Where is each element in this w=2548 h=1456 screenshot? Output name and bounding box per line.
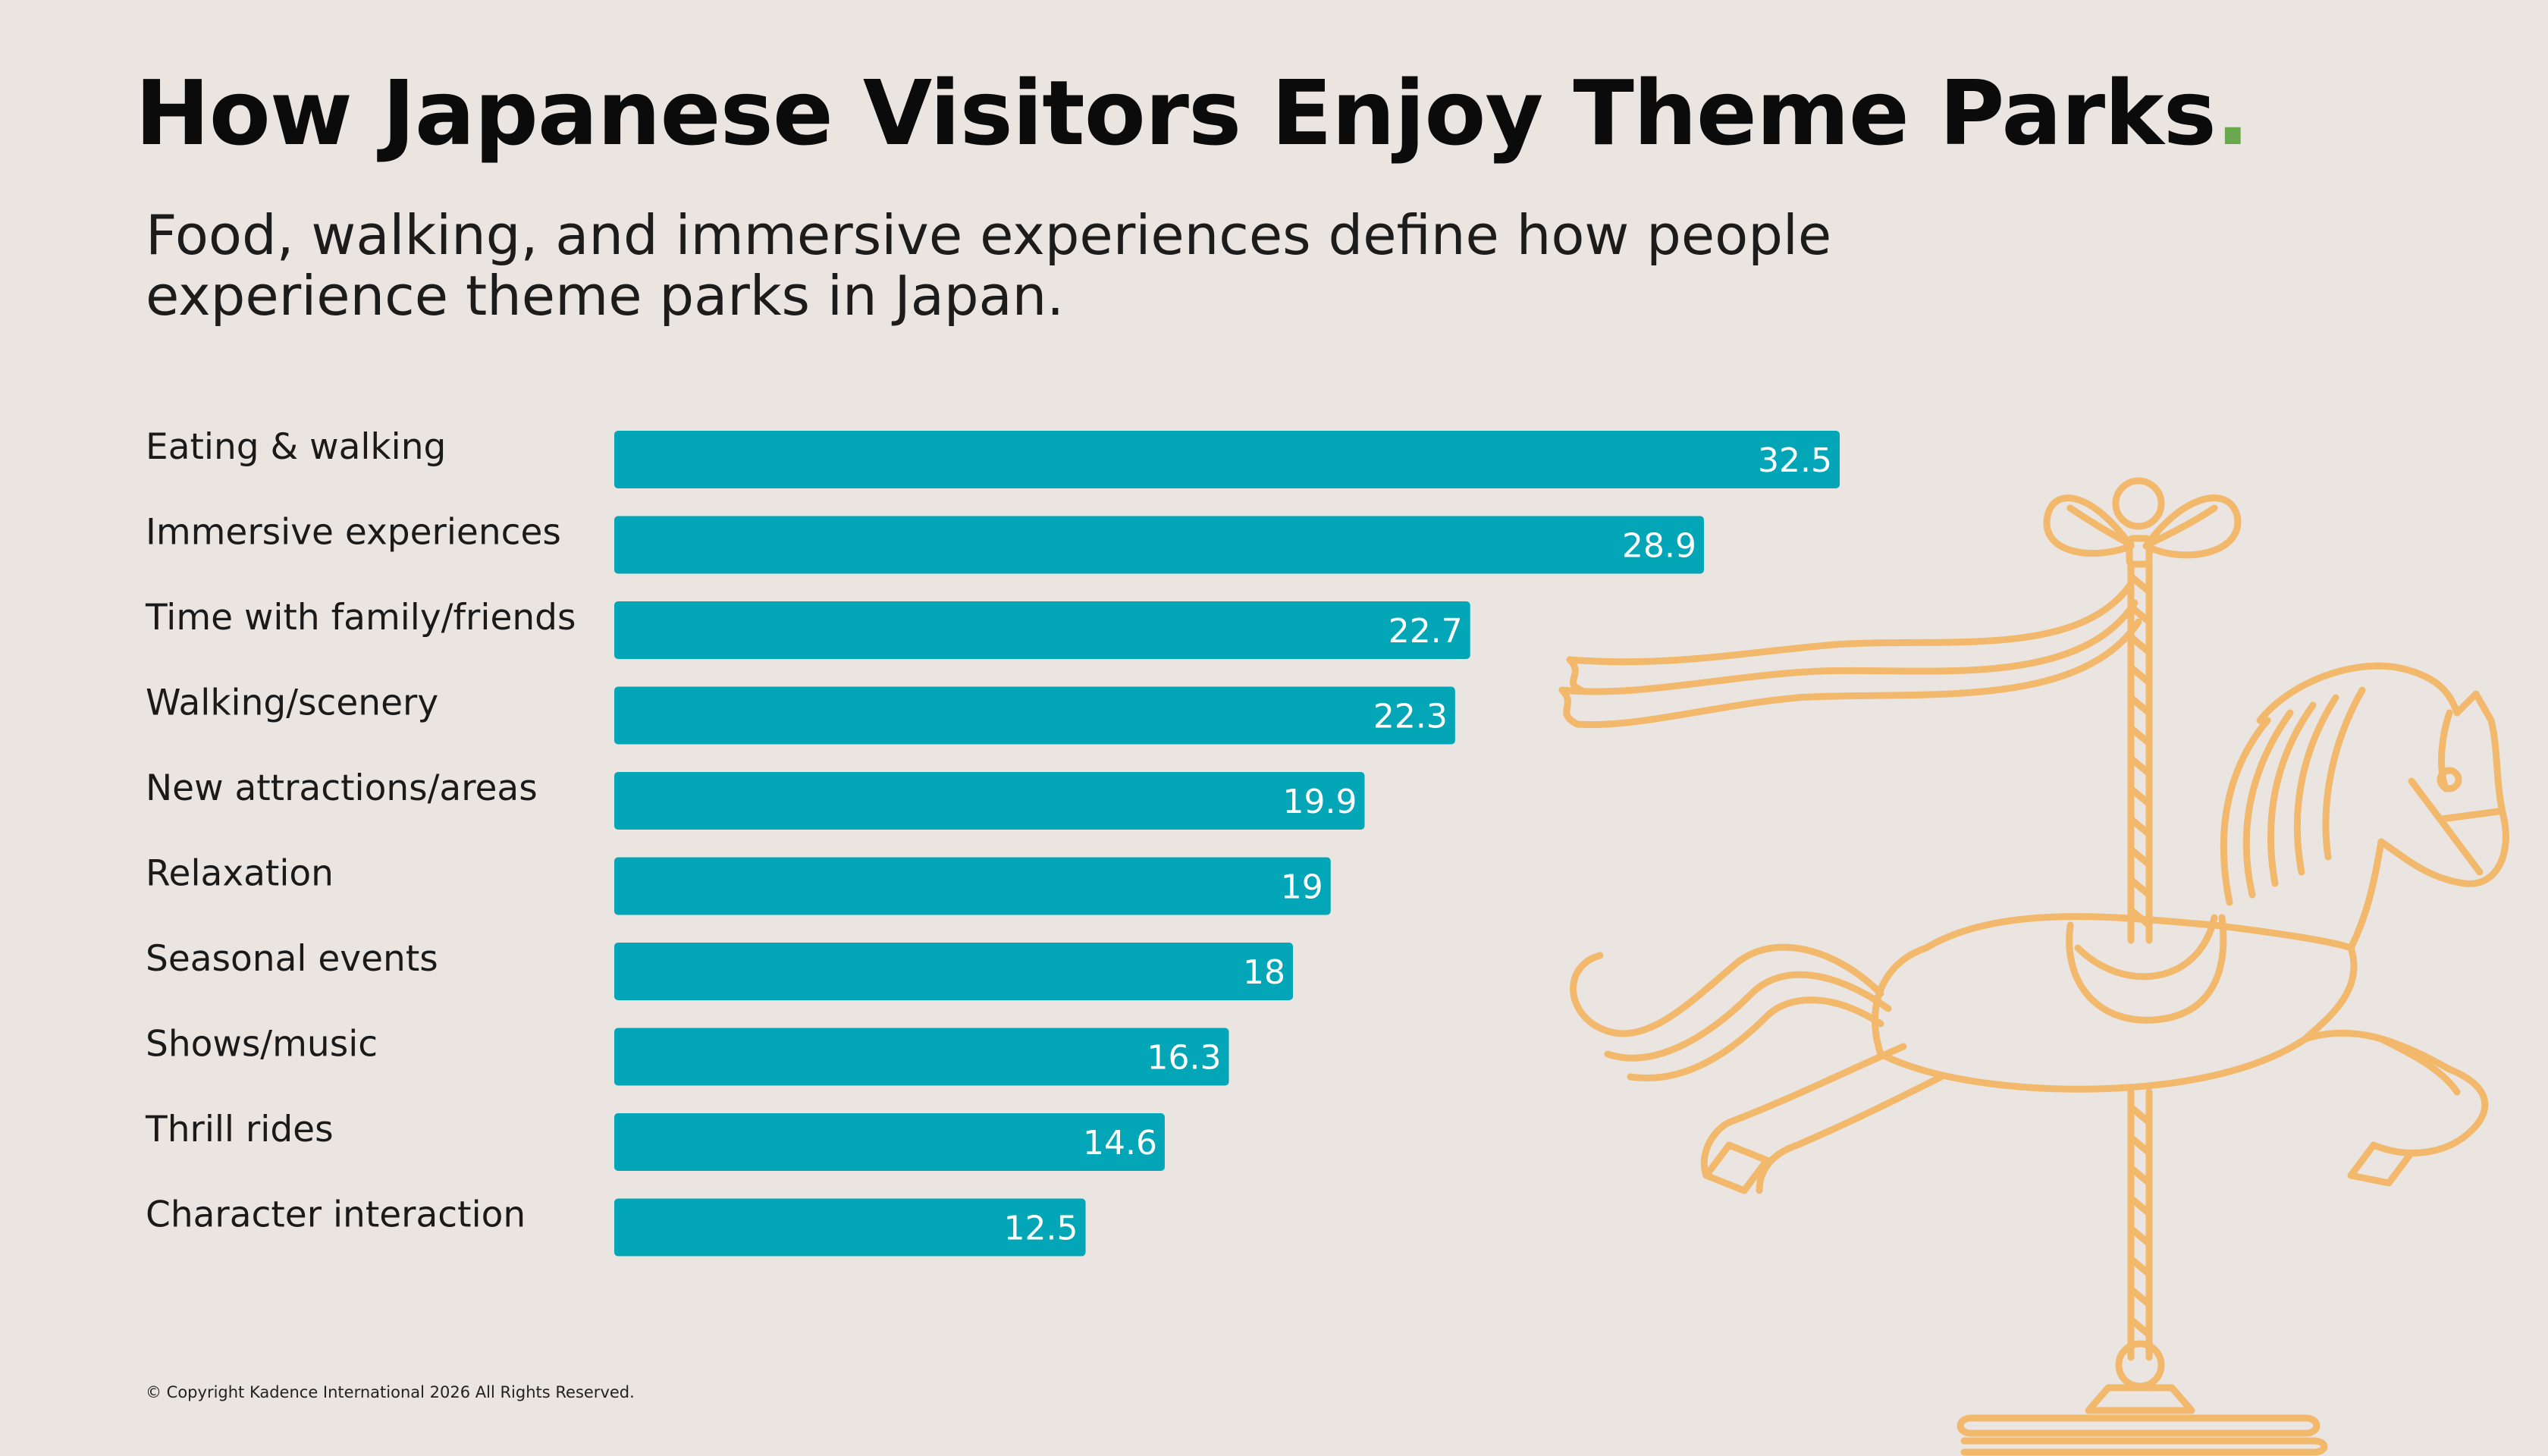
bar	[614, 601, 1470, 659]
bar-value-label: 28.9	[1622, 527, 1696, 566]
category-label: Seasonal events	[146, 938, 438, 980]
bar-value-label: 18	[1243, 953, 1285, 992]
bar-value-label: 16.3	[1147, 1039, 1222, 1078]
bar	[614, 1113, 1165, 1171]
category-label: Relaxation	[146, 853, 334, 895]
bar-value-label: 22.3	[1373, 698, 1448, 736]
title-text: How Japanese Visitors Enjoy Theme Parks	[135, 61, 2217, 165]
bar	[614, 1198, 1086, 1257]
category-label: Walking/scenery	[146, 682, 438, 724]
bar-value-label: 19.9	[1283, 783, 1357, 821]
category-label: Thrill rides	[145, 1109, 334, 1150]
copyright-notice: © Copyright Kadence International 2026 A…	[146, 1383, 635, 1401]
bar	[614, 431, 1840, 488]
category-label: Shows/music	[146, 1024, 378, 1065]
category-label: New attractions/areas	[146, 767, 538, 809]
bar	[614, 686, 1455, 745]
bar-value-label: 22.7	[1389, 612, 1463, 651]
bar	[614, 857, 1331, 915]
category-label: Immersive experiences	[146, 512, 561, 554]
category-label: Eating & walking	[146, 426, 446, 468]
bar-value-label: 12.5	[1004, 1210, 1078, 1248]
page-subtitle: Food, walking, and immersive experiences…	[146, 203, 1832, 328]
bar-value-label: 19	[1281, 868, 1323, 907]
bar	[614, 1028, 1229, 1086]
bar	[614, 772, 1365, 830]
bar-value-label: 14.6	[1083, 1124, 1157, 1163]
carousel-horse-icon	[1558, 477, 2509, 1456]
page-title: How Japanese Visitors Enjoy Theme Parks.	[135, 61, 2250, 165]
bar-value-label: 32.5	[1758, 441, 1832, 480]
title-accent-dot: .	[2215, 61, 2250, 165]
bar	[614, 516, 1704, 574]
category-label: Time with family/friends	[145, 597, 576, 639]
category-label: Character interaction	[146, 1194, 526, 1236]
bar	[614, 943, 1294, 1000]
